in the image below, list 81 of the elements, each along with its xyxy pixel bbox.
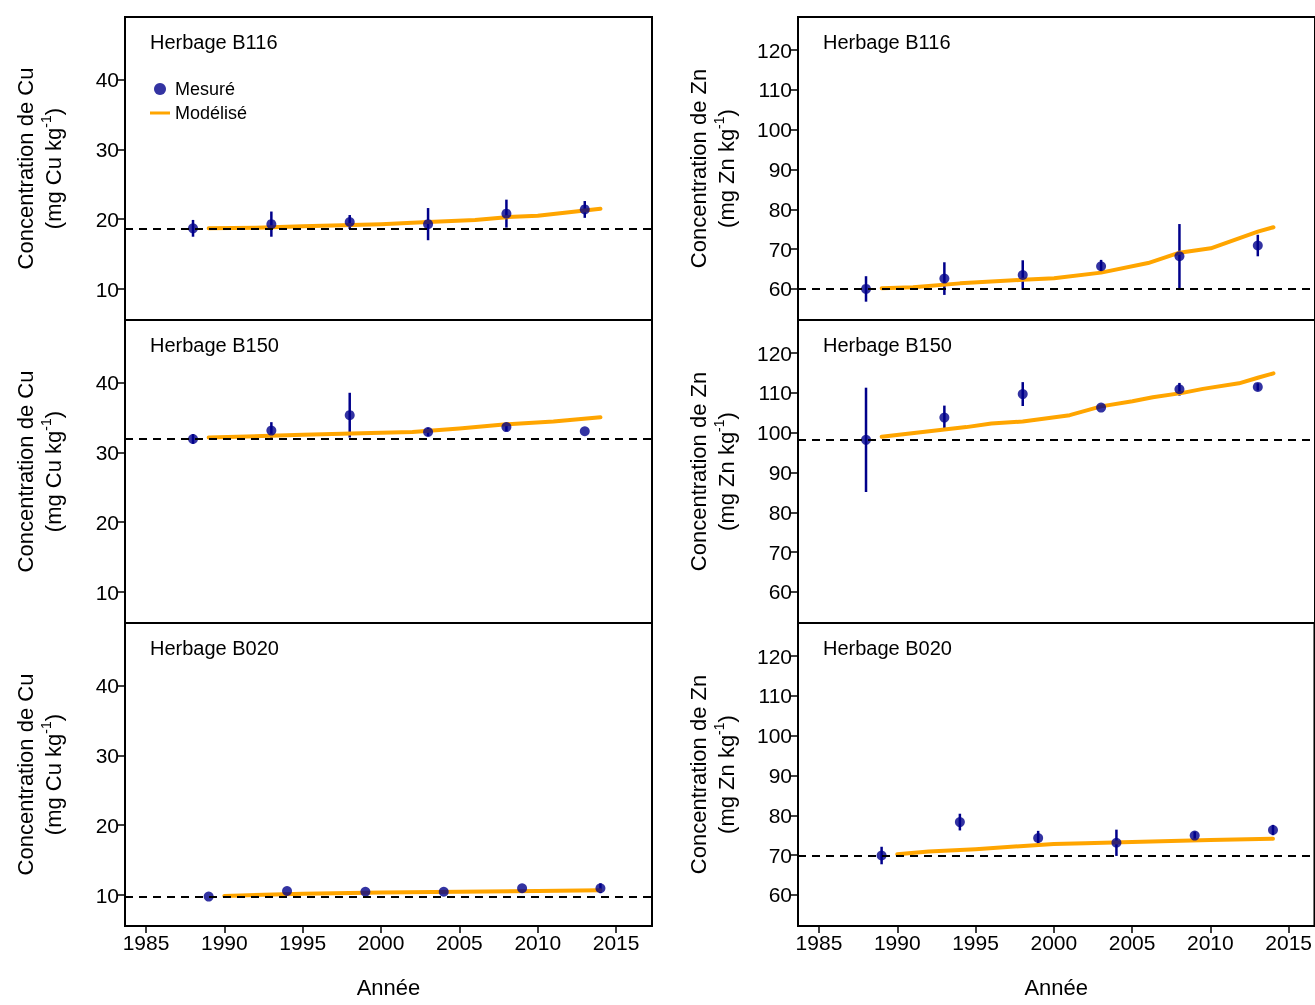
x-tick-label: 1985 [795, 931, 843, 954]
y-tick-label: 40 [95, 370, 119, 394]
y-tick-label: 30 [95, 743, 119, 767]
text: Herbage B150 [150, 334, 279, 356]
y-tick-label: 10 [95, 883, 119, 907]
x-axis-title: Année [1024, 974, 1089, 1000]
point [501, 208, 512, 219]
point [1096, 261, 1107, 272]
y-tick-label: 120 [756, 38, 792, 62]
x-tick-label: 2015 [592, 931, 640, 954]
line-series [206, 206, 603, 231]
y-tick-label: 60 [768, 883, 792, 907]
y-tick-label: 100 [756, 421, 792, 445]
text: Herbage B020 [823, 637, 952, 659]
line-series [879, 225, 1276, 291]
x-tick-label: 2000 [1030, 931, 1078, 954]
x-tick-label: 1995 [952, 931, 999, 954]
y-tick-label: 90 [768, 158, 792, 181]
y-tick-label: 40 [95, 673, 119, 697]
x-tick-label: 1995 [279, 931, 327, 954]
text: Herbage B150 [823, 334, 952, 356]
y-tick-label: 40 [95, 67, 119, 91]
x-tick-label: 2000 [357, 931, 405, 954]
y-tick-label: 20 [95, 813, 119, 837]
point [1252, 240, 1263, 251]
y-tick-label: 80 [768, 500, 792, 524]
point [1096, 402, 1107, 413]
y-tick-label: 70 [768, 237, 792, 261]
x-tick-label: 1985 [122, 931, 170, 954]
x-tick-label: 1990 [873, 931, 921, 954]
text: Herbage B116 [823, 31, 951, 53]
y-tick-label: 110 [758, 381, 792, 405]
x-tick-label: 2010 [1187, 931, 1234, 954]
y-tick-label: 20 [95, 207, 119, 231]
text: Herbage B020 [150, 637, 279, 659]
point [1189, 830, 1200, 841]
y-tick-label: 120 [756, 341, 792, 365]
y-tick-label: 60 [768, 277, 792, 301]
y-tick-label: 100 [756, 118, 792, 142]
text: Herbage B116 [150, 31, 278, 53]
y-tick-label: 80 [768, 803, 792, 827]
point [423, 219, 434, 230]
point [1174, 251, 1185, 262]
x-tick-label: 2015 [1265, 931, 1312, 954]
y-tick-label: 110 [758, 684, 792, 708]
line-series [895, 836, 1275, 857]
point [266, 219, 277, 230]
x-tick-label: 1990 [200, 931, 248, 954]
x-tick-label: 2005 [1108, 931, 1156, 954]
legend-label: Mesuré [175, 79, 236, 99]
point [1252, 381, 1263, 392]
y-tick-label: 10 [95, 580, 119, 604]
point [579, 204, 590, 215]
x-axis-title: Année [356, 974, 421, 1000]
y-tick-label: 80 [768, 197, 792, 221]
point [1174, 384, 1185, 395]
y-tick-label: 10 [95, 277, 119, 301]
point [939, 273, 950, 284]
point [1017, 270, 1028, 281]
y-tick-label: 110 [758, 78, 792, 102]
y-tick-label: 20 [95, 510, 119, 534]
y-tick-label: 90 [768, 461, 792, 484]
point [939, 412, 950, 423]
y-tick-label: 120 [756, 644, 792, 668]
y-tick-label: 70 [768, 540, 792, 564]
point [954, 817, 965, 828]
y-tick-label: 30 [95, 440, 119, 464]
y-tick-label: 90 [768, 764, 792, 787]
y-tick-label: 60 [768, 580, 792, 604]
point [1017, 389, 1028, 400]
point [344, 217, 355, 228]
x-tick-label: 2010 [514, 931, 562, 954]
legend-label: Modélisé [175, 103, 248, 123]
line-series [879, 371, 1276, 439]
y-tick-label: 70 [768, 843, 792, 867]
y-tick-label: 30 [95, 137, 119, 161]
line-series [206, 415, 603, 440]
point [1033, 833, 1044, 843]
x-tick-label: 2005 [436, 931, 483, 954]
y-tick-label: 100 [756, 724, 792, 748]
point [1111, 837, 1122, 848]
